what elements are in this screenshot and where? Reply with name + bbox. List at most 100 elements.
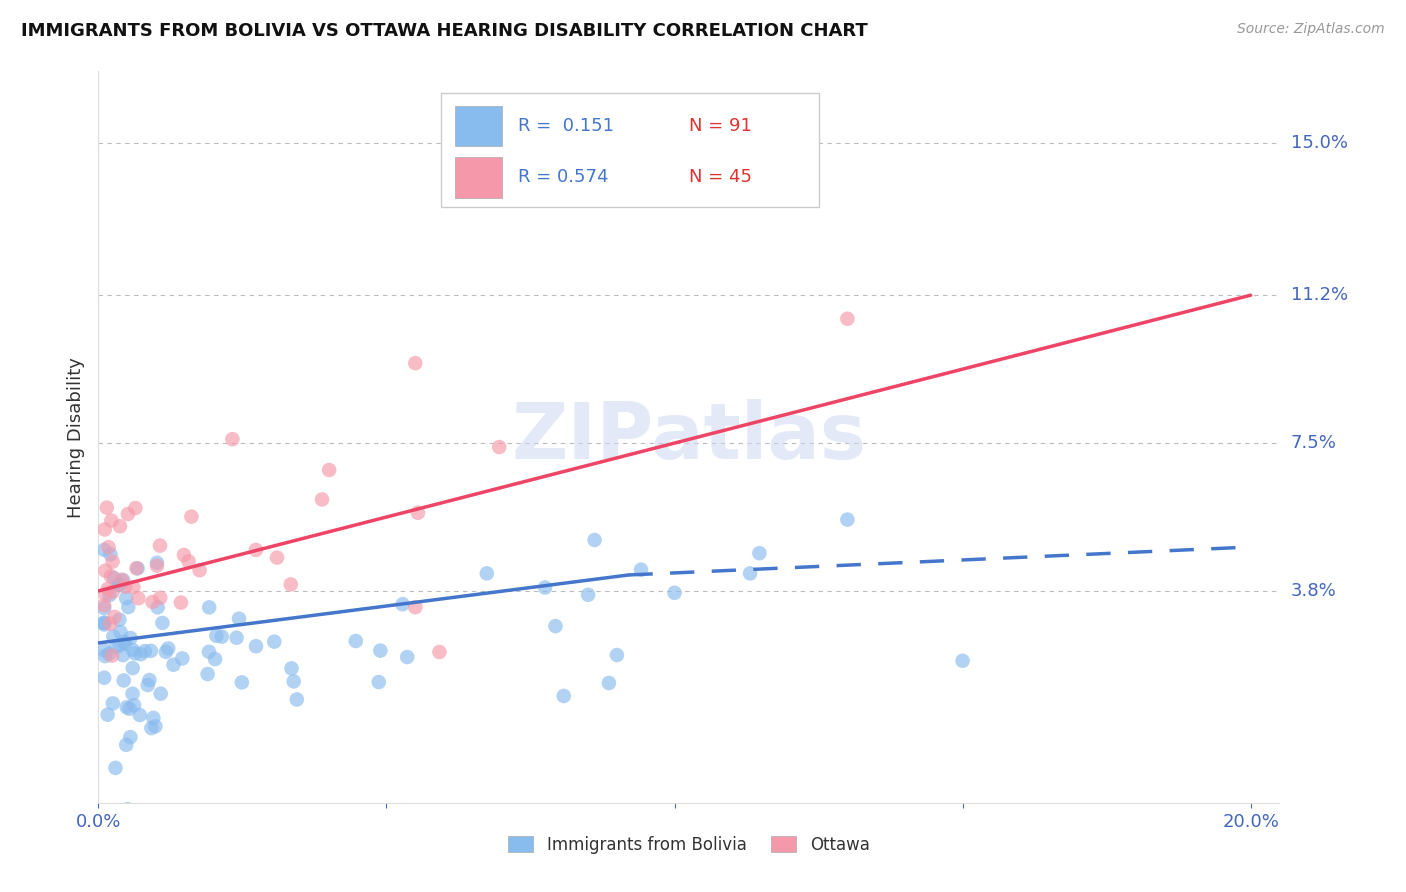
Point xyxy=(124,647,146,661)
Point xyxy=(104,761,127,775)
Point xyxy=(198,600,221,615)
Point xyxy=(488,440,510,454)
Point xyxy=(576,588,599,602)
Text: IMMIGRANTS FROM BOLIVIA VS OTTAWA HEARING DISABILITY CORRELATION CHART: IMMIGRANTS FROM BOLIVIA VS OTTAWA HEARIN… xyxy=(21,22,868,40)
Point xyxy=(139,644,162,658)
Point xyxy=(93,523,115,537)
Point xyxy=(162,657,184,672)
Point xyxy=(101,648,124,663)
Text: 11.2%: 11.2% xyxy=(1291,286,1348,304)
Point xyxy=(112,634,135,648)
Point xyxy=(110,625,132,640)
Point xyxy=(117,600,139,615)
Point xyxy=(211,630,233,644)
Point xyxy=(97,707,120,722)
Point xyxy=(124,501,146,516)
Point xyxy=(606,648,628,662)
Point xyxy=(93,615,115,630)
Point xyxy=(583,533,606,547)
Point xyxy=(285,692,308,706)
Point xyxy=(149,539,172,553)
Point xyxy=(121,687,143,701)
Point xyxy=(118,701,141,715)
Point xyxy=(221,432,243,446)
Point xyxy=(534,581,557,595)
Point xyxy=(111,573,134,587)
Point xyxy=(103,630,125,644)
Point xyxy=(228,612,250,626)
Point xyxy=(837,512,859,526)
Point xyxy=(280,577,302,591)
Point xyxy=(94,649,117,664)
Point xyxy=(664,586,686,600)
Text: N = 91: N = 91 xyxy=(689,117,752,136)
Point xyxy=(115,738,138,752)
Point xyxy=(108,578,131,592)
Point xyxy=(198,645,221,659)
Point xyxy=(630,563,652,577)
Point xyxy=(93,601,115,615)
Point xyxy=(141,721,163,735)
Point xyxy=(111,648,134,663)
Point xyxy=(367,675,389,690)
Point xyxy=(100,569,122,583)
Text: ZIPatlas: ZIPatlas xyxy=(512,399,866,475)
Point xyxy=(112,673,135,688)
Point xyxy=(146,600,169,615)
Point xyxy=(173,548,195,562)
Point xyxy=(188,563,211,577)
Point xyxy=(197,667,219,681)
Point xyxy=(93,615,115,630)
Text: 3.8%: 3.8% xyxy=(1291,582,1336,600)
Text: Source: ZipAtlas.com: Source: ZipAtlas.com xyxy=(1237,22,1385,37)
Point xyxy=(266,550,288,565)
Point xyxy=(136,678,159,692)
Point xyxy=(404,356,426,370)
Text: 15.0%: 15.0% xyxy=(1291,135,1347,153)
Point xyxy=(96,500,118,515)
Point xyxy=(127,561,149,575)
Point xyxy=(205,629,228,643)
Point xyxy=(94,588,117,602)
Legend: Immigrants from Bolivia, Ottawa: Immigrants from Bolivia, Ottawa xyxy=(502,829,876,860)
Point xyxy=(180,509,202,524)
Point xyxy=(142,711,165,725)
Point xyxy=(318,463,340,477)
Point xyxy=(117,802,139,816)
Point xyxy=(283,674,305,689)
Point xyxy=(146,558,169,573)
Point xyxy=(149,687,172,701)
Point xyxy=(370,643,392,657)
Point xyxy=(97,540,120,554)
Point xyxy=(115,700,138,714)
Point xyxy=(150,615,173,630)
Point xyxy=(138,673,160,687)
Point xyxy=(101,584,124,599)
Point xyxy=(404,600,426,615)
Point xyxy=(157,641,180,656)
Point xyxy=(177,554,200,568)
Point xyxy=(125,561,148,575)
Point xyxy=(149,591,172,605)
Point xyxy=(225,631,247,645)
Point xyxy=(475,566,498,581)
Point xyxy=(114,636,136,650)
Point xyxy=(396,650,419,665)
Point xyxy=(115,591,138,606)
Point xyxy=(93,643,115,657)
Point xyxy=(98,616,121,631)
Point xyxy=(344,634,367,648)
Point xyxy=(108,638,131,652)
Point xyxy=(129,647,152,661)
Point xyxy=(103,571,125,585)
Point xyxy=(122,698,145,713)
Point xyxy=(121,642,143,657)
Point xyxy=(97,582,120,596)
Point xyxy=(952,654,974,668)
Point xyxy=(146,556,169,570)
Point xyxy=(100,514,122,528)
Point xyxy=(100,547,122,561)
Point xyxy=(553,689,575,703)
Point xyxy=(93,542,115,557)
Text: 7.5%: 7.5% xyxy=(1291,434,1337,452)
